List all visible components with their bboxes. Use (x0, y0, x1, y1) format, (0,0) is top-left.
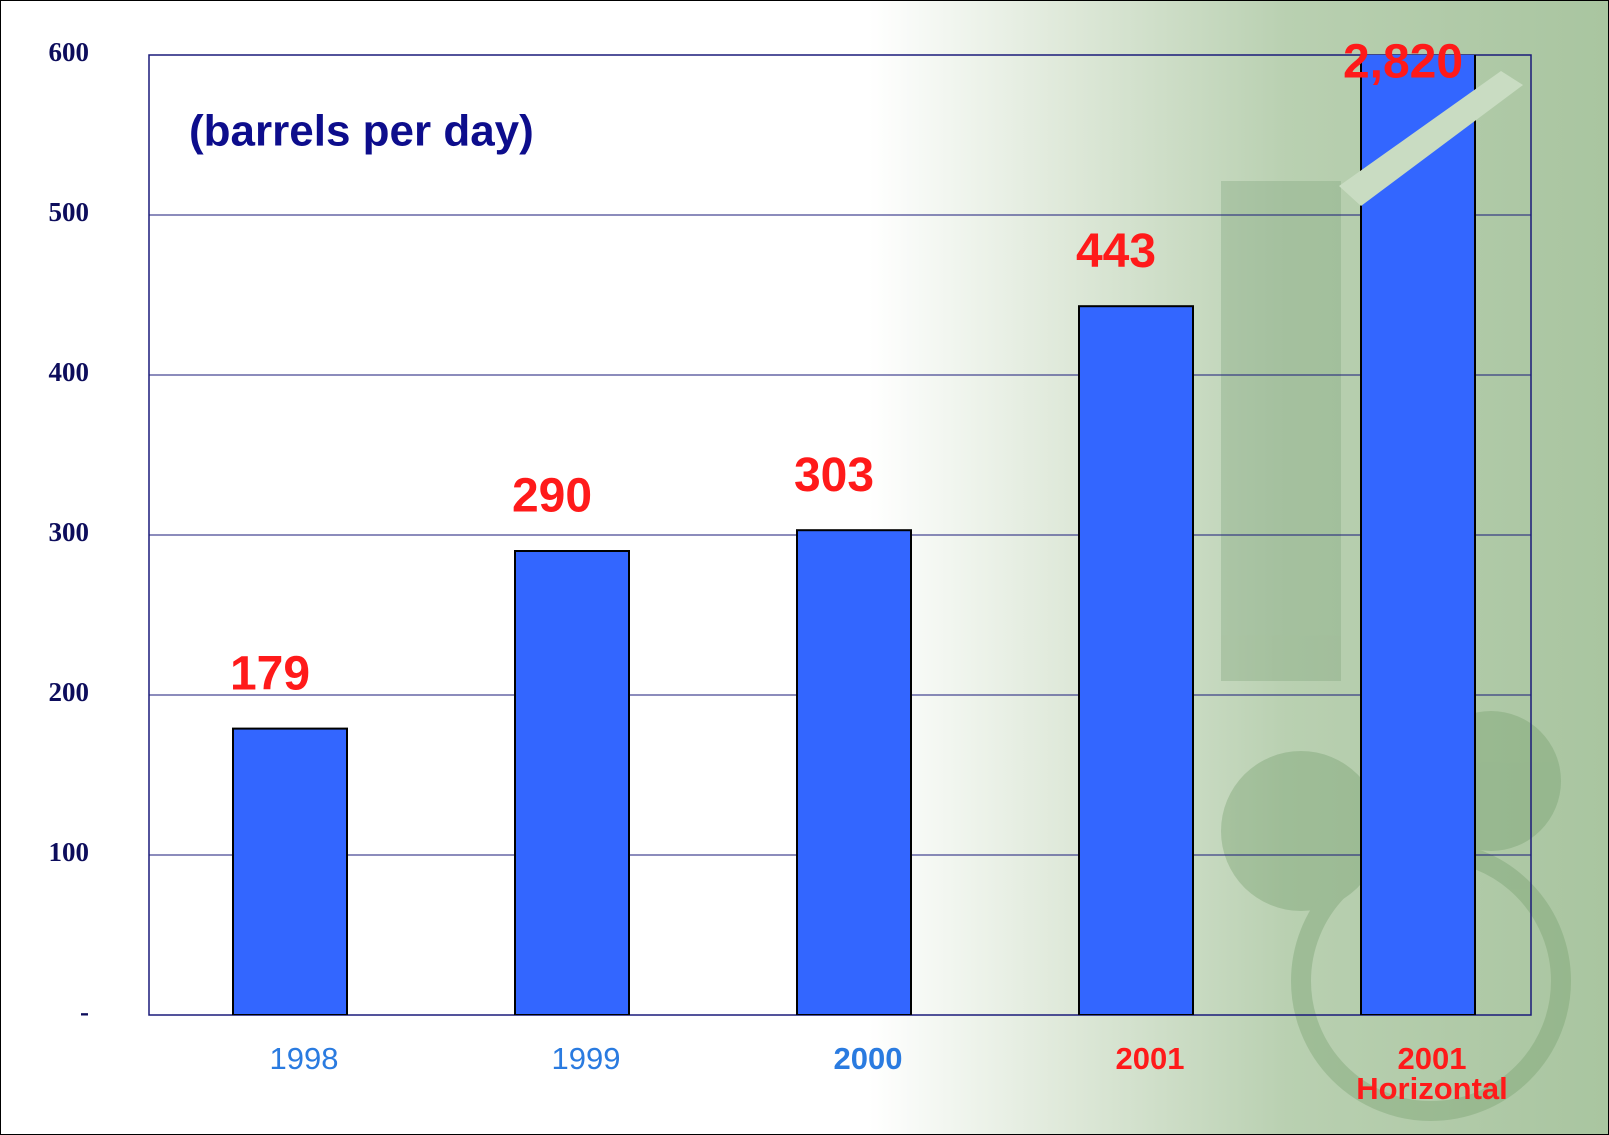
value-label: 2,820 (1343, 36, 1463, 89)
x-tick-label: 2001 Horizontal (1337, 1044, 1527, 1104)
y-tick-label: 100 (49, 837, 90, 867)
y-tick-label: 300 (49, 517, 90, 547)
y-tick-label: - (80, 997, 89, 1027)
value-label: 290 (512, 470, 592, 523)
y-tick-label: 600 (49, 37, 90, 67)
bar (797, 530, 911, 1015)
x-tick-label: 1999 (491, 1044, 681, 1074)
x-tick-label: 2000 (773, 1044, 963, 1074)
bar (233, 729, 347, 1015)
x-tick-label: 2001 (1055, 1044, 1245, 1074)
value-label: 303 (794, 449, 874, 502)
y-tick-label: 500 (49, 197, 90, 227)
y-tick-label: 200 (49, 677, 90, 707)
chart: (barrels per day) - 100 200 300 400 500 600 179… (1, 1, 1608, 1134)
bar (515, 551, 629, 1015)
x-tick-label: 1998 (209, 1044, 399, 1074)
value-label: 443 (1076, 225, 1156, 278)
subtitle: (barrels per day) (189, 107, 534, 156)
slide: (barrels per day) - 100 200 300 400 500 600 179… (0, 0, 1609, 1135)
value-label: 179 (230, 647, 310, 700)
bar (1079, 306, 1193, 1015)
y-tick-label: 400 (49, 357, 90, 387)
